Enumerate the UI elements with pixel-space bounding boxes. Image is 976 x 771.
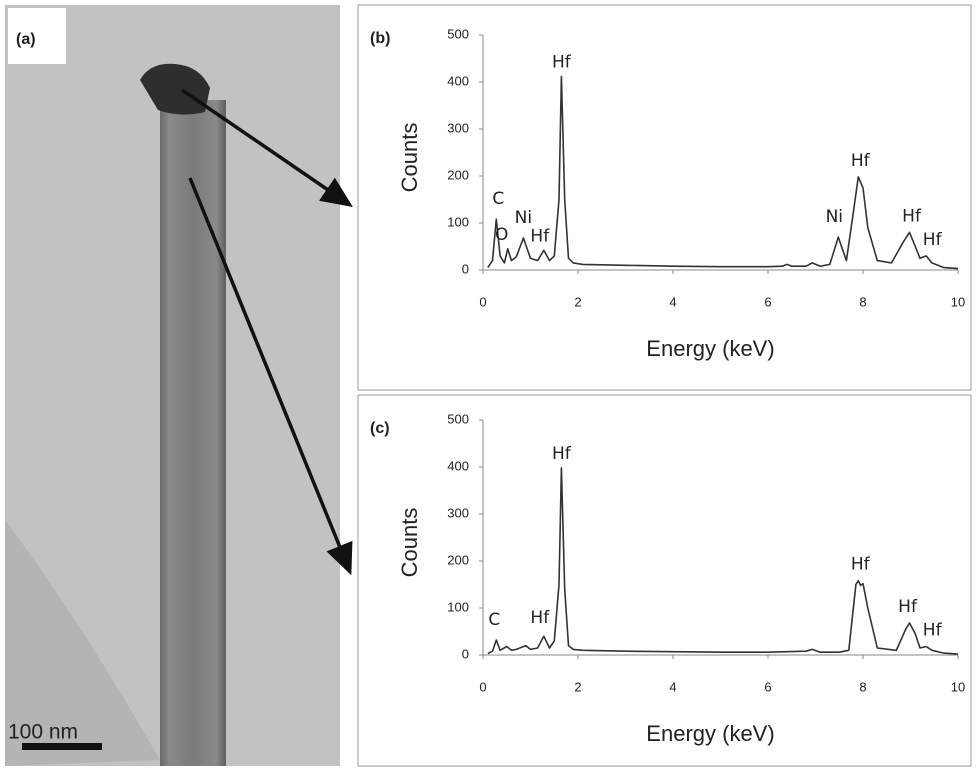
spectrum-line (487, 75, 959, 270)
peak-label: C (488, 610, 500, 630)
y-axis-title: Counts (397, 508, 422, 578)
catalyst-tip (140, 63, 210, 115)
peak-label: Hf (552, 52, 572, 72)
y-tick-label: 300 (447, 120, 469, 135)
x-tick-label: 10 (951, 294, 965, 309)
peak-label: Hf (923, 230, 943, 250)
x-tick-label: 2 (574, 294, 581, 309)
y-tick-label: 0 (462, 646, 469, 661)
peak-label: Hf (552, 444, 572, 464)
scale-bar-label: 100 nm (8, 721, 78, 744)
arrow (181, 88, 353, 207)
peak-label: Hf (898, 597, 918, 617)
x-tick-label: 10 (951, 679, 965, 694)
y-tick-label: 400 (447, 458, 469, 473)
x-axis-title: Energy (keV) (646, 721, 774, 746)
x-tick-label: 2 (574, 679, 581, 694)
x-tick-label: 6 (764, 294, 771, 309)
peak-label: Hf (902, 206, 922, 226)
arrow (188, 177, 353, 576)
nanorod (160, 100, 226, 766)
x-tick-label: 8 (859, 294, 866, 309)
peak-label: Hf (530, 226, 550, 246)
peak-label: Hf (923, 621, 943, 641)
y-tick-label: 0 (462, 261, 469, 276)
y-tick-label: 300 (447, 505, 469, 520)
peak-label: Hf (530, 608, 550, 628)
panel-label: (c) (370, 420, 390, 437)
peak-label: O (495, 225, 508, 245)
panel-a: (a) 100 nm (5, 5, 353, 766)
x-tick-label: 4 (669, 294, 676, 309)
panel-frame (357, 394, 972, 767)
peak-label: Hf (851, 151, 871, 171)
x-tick-label: 0 (479, 294, 486, 309)
x-tick-label: 8 (859, 679, 866, 694)
peak-label: Ni (515, 208, 532, 228)
panel-label: (b) (370, 30, 390, 47)
y-tick-label: 200 (447, 552, 469, 567)
peak-label: Ni (826, 207, 843, 227)
y-tick-label: 100 (447, 214, 469, 229)
label-box (8, 8, 66, 64)
panel-label: (a) (16, 31, 36, 48)
peak-label: C (492, 189, 504, 209)
panel-frame (357, 4, 972, 391)
x-tick-label: 0 (479, 679, 486, 694)
x-tick-label: 4 (669, 679, 676, 694)
film-region (5, 520, 160, 766)
y-tick-label: 500 (447, 411, 469, 426)
spectrum-line (487, 467, 959, 655)
y-tick-label: 400 (447, 73, 469, 88)
scale-bar (22, 743, 102, 750)
y-tick-label: 200 (447, 167, 469, 182)
x-axis-title: Energy (keV) (646, 336, 774, 361)
y-tick-label: 500 (447, 26, 469, 41)
peak-label: Hf (851, 555, 871, 575)
y-axis-title: Counts (397, 123, 422, 193)
y-tick-label: 100 (447, 599, 469, 614)
x-tick-label: 6 (764, 679, 771, 694)
